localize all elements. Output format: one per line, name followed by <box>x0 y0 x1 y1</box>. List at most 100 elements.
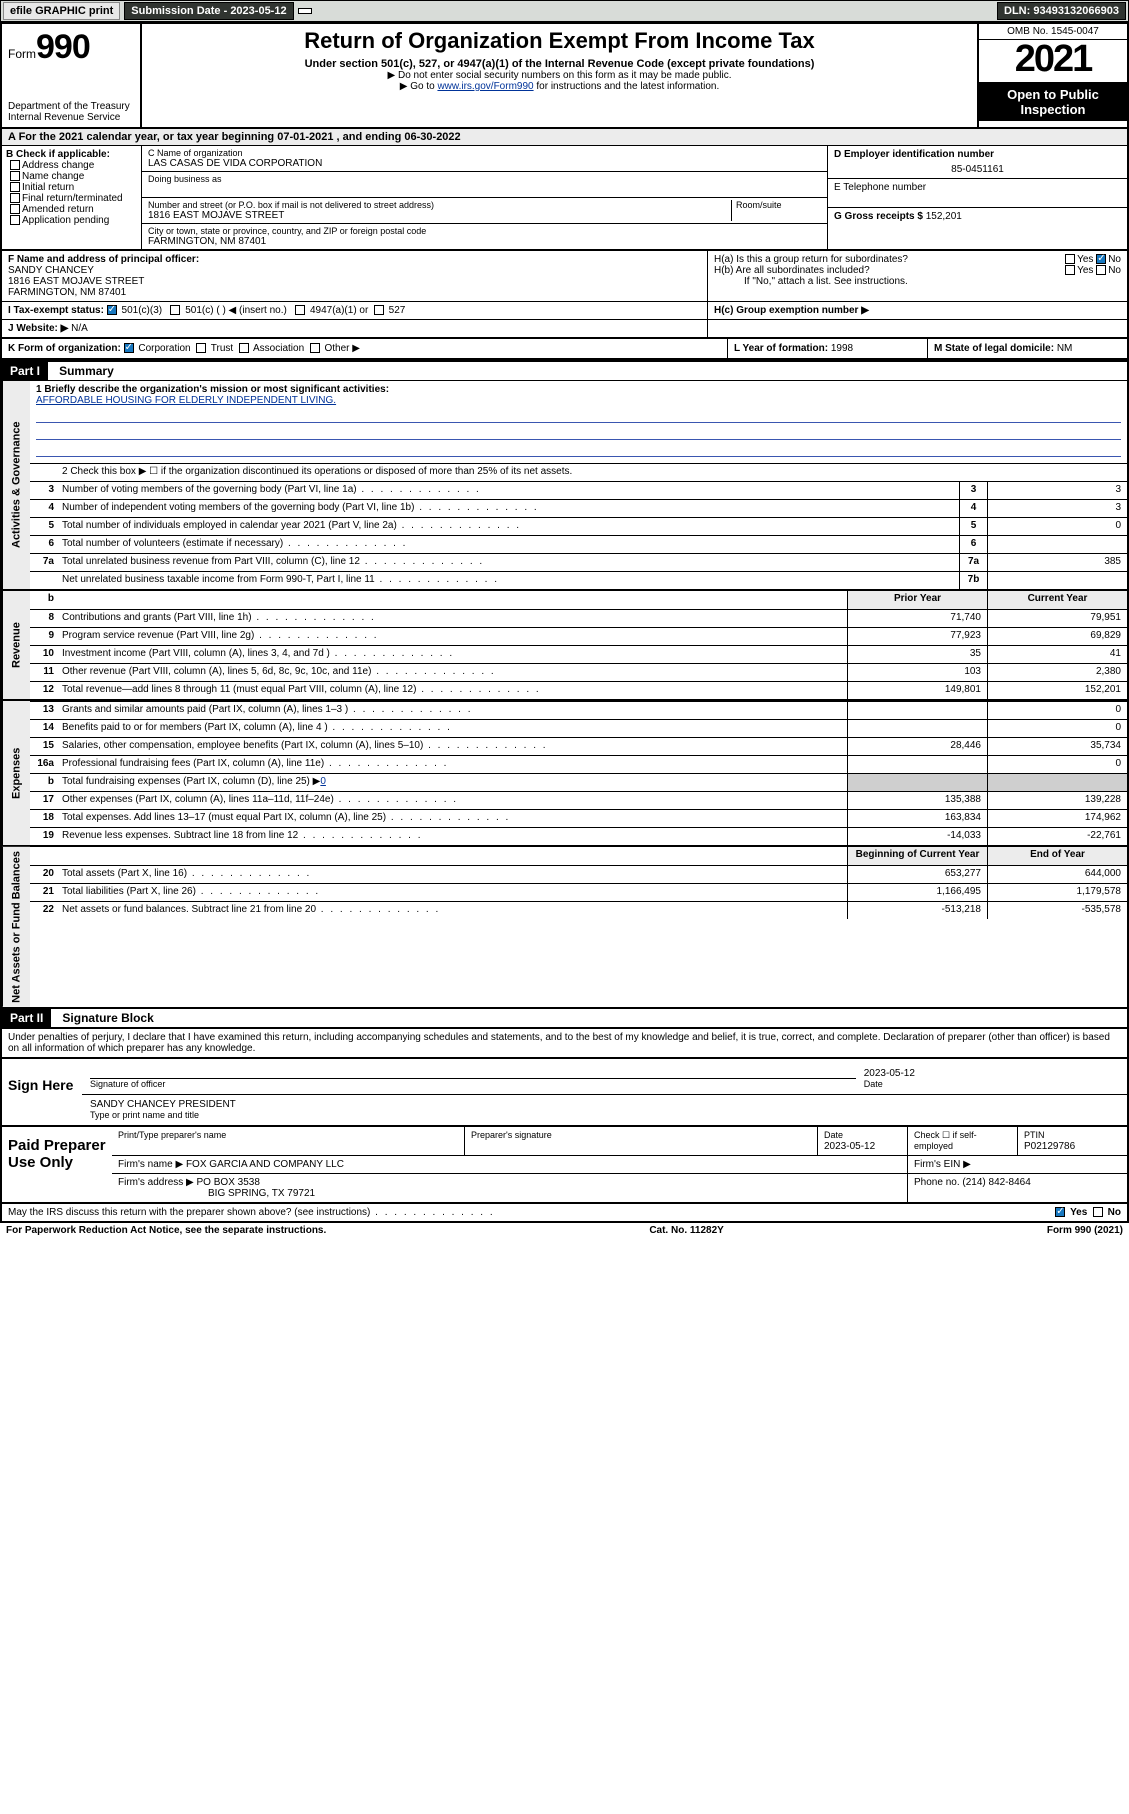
mission-block: 1 Briefly describe the organization's mi… <box>30 381 1127 463</box>
prior-value: 77,923 <box>847 628 987 645</box>
blank-field <box>298 8 312 14</box>
prior-value: 163,834 <box>847 810 987 827</box>
line-num: 7a <box>30 554 58 571</box>
prior-value <box>847 702 987 719</box>
ha-no[interactable] <box>1096 254 1106 264</box>
hb-no[interactable] <box>1096 265 1106 275</box>
irs-link[interactable]: www.irs.gov/Form990 <box>437 81 533 92</box>
form-title: Return of Organization Exempt From Incom… <box>148 28 971 54</box>
hb-yes[interactable] <box>1065 265 1075 275</box>
current-value: 35,734 <box>987 738 1127 755</box>
line-desc: Total expenses. Add lines 13–17 (must eq… <box>58 810 847 827</box>
line-desc: Revenue less expenses. Subtract line 18 … <box>58 828 847 845</box>
org-city: FARMINGTON, NM 87401 <box>148 236 821 247</box>
data-line: 14Benefits paid to or for members (Part … <box>30 719 1127 737</box>
i-lbl: I Tax-exempt status: <box>8 305 104 316</box>
chk-amended[interactable]: Amended return <box>6 204 137 215</box>
h-note: If "No," attach a list. See instructions… <box>714 276 1121 287</box>
website-val: N/A <box>71 323 88 334</box>
data-line: 12Total revenue—add lines 8 through 11 (… <box>30 681 1127 699</box>
section-revenue: Revenue b Prior Year Current Year 8Contr… <box>2 591 1127 701</box>
discuss-no[interactable] <box>1093 1207 1103 1217</box>
dba-lbl: Doing business as <box>148 174 821 184</box>
page-footer: For Paperwork Reduction Act Notice, see … <box>0 1223 1129 1238</box>
chk-app-pending[interactable]: Application pending <box>6 215 137 226</box>
gov-line: 6Total number of volunteers (estimate if… <box>30 535 1127 553</box>
chk-initial-return[interactable]: Initial return <box>6 182 137 193</box>
line-num: 13 <box>30 702 58 719</box>
chk-name-change[interactable]: Name change <box>6 171 137 182</box>
sign-here-label: Sign Here <box>2 1059 82 1125</box>
i-501c[interactable] <box>170 305 180 315</box>
k-corp[interactable] <box>124 343 134 353</box>
header-mid: Return of Organization Exempt From Incom… <box>142 24 977 127</box>
i-4947[interactable] <box>295 305 305 315</box>
line-num: 8 <box>30 610 58 627</box>
room-lbl: Room/suite <box>736 200 821 210</box>
line-num: 9 <box>30 628 58 645</box>
prior-value: -14,033 <box>847 828 987 845</box>
line-num: 16a <box>30 756 58 773</box>
line-num: 14 <box>30 720 58 737</box>
c-name-lbl: C Name of organization <box>148 148 821 158</box>
firm-addr2: BIG SPRING, TX 79721 <box>118 1188 315 1199</box>
line-value: 3 <box>987 482 1127 499</box>
gov-line: 7aTotal unrelated business revenue from … <box>30 553 1127 571</box>
line-desc: Net assets or fund balances. Subtract li… <box>58 902 847 919</box>
gov-line: Net unrelated business taxable income fr… <box>30 571 1127 589</box>
l-lbl: L Year of formation: <box>734 343 828 354</box>
data-line: 21Total liabilities (Part X, line 26)1,1… <box>30 883 1127 901</box>
discuss-yes[interactable] <box>1055 1207 1065 1217</box>
current-value: 41 <box>987 646 1127 663</box>
discuss-question: May the IRS discuss this return with the… <box>8 1207 1055 1218</box>
i-501c3[interactable] <box>107 305 117 315</box>
gov-line: 3Number of voting members of the governi… <box>30 481 1127 499</box>
line-num: 22 <box>30 902 58 919</box>
perjury-declaration: Under penalties of perjury, I declare th… <box>2 1028 1127 1057</box>
ein-value: 85-0451161 <box>834 160 1121 175</box>
firm-addr-lbl: Firm's address ▶ <box>118 1177 194 1188</box>
k-other[interactable] <box>310 343 320 353</box>
line-desc: Program service revenue (Part VIII, line… <box>58 628 847 645</box>
vlabel-governance: Activities & Governance <box>2 381 30 589</box>
efile-graphic-btn[interactable]: efile GRAPHIC print <box>3 2 120 20</box>
line-num: 19 <box>30 828 58 845</box>
line-desc: Net unrelated business taxable income fr… <box>58 572 959 589</box>
col-c: C Name of organization LAS CASAS DE VIDA… <box>142 146 827 249</box>
b-label: B Check if applicable: <box>6 149 137 160</box>
k-trust[interactable] <box>196 343 206 353</box>
prior-value: 35 <box>847 646 987 663</box>
line-num: 20 <box>30 866 58 883</box>
i-527[interactable] <box>374 305 384 315</box>
line-num: 18 <box>30 810 58 827</box>
sig-officer-lbl: Signature of officer <box>90 1079 165 1089</box>
hdr-prior: Prior Year <box>847 591 987 609</box>
line-value <box>987 572 1127 589</box>
submission-date-btn[interactable]: Submission Date - 2023-05-12 <box>124 2 293 20</box>
ha-yes[interactable] <box>1065 254 1075 264</box>
line-value: 385 <box>987 554 1127 571</box>
hc-lbl: H(c) Group exemption number ▶ <box>714 305 869 316</box>
line-num: 10 <box>30 646 58 663</box>
line-box: 5 <box>959 518 987 535</box>
line16b-num: b <box>30 774 58 791</box>
chk-final-return[interactable]: Final return/terminated <box>6 193 137 204</box>
date-lbl: Date <box>864 1079 883 1089</box>
row-j: J Website: ▶ N/A <box>2 320 1127 339</box>
form-number: 990 <box>36 28 90 66</box>
ha-lbl: H(a) Is this a group return for subordin… <box>714 254 908 265</box>
officer-signature-line[interactable] <box>90 1063 856 1079</box>
k-assoc[interactable] <box>239 343 249 353</box>
line-box: 3 <box>959 482 987 499</box>
chk-address-change[interactable]: Address change <box>6 160 137 171</box>
dln-label: DLN: 93493132066903 <box>997 2 1126 20</box>
org-address: 1816 EAST MOJAVE STREET <box>148 210 731 221</box>
prior-value <box>847 756 987 773</box>
line-box: 7a <box>959 554 987 571</box>
period-text-a: A For the 2021 calendar year, or tax yea… <box>8 131 277 143</box>
line-box: 4 <box>959 500 987 517</box>
officer-addr1: 1816 EAST MOJAVE STREET <box>8 276 144 287</box>
addr-lbl: Number and street (or P.O. box if mail i… <box>148 200 731 210</box>
firm-name-lbl: Firm's name ▶ <box>118 1159 183 1170</box>
subtitle-2: ▶ Do not enter social security numbers o… <box>148 70 971 81</box>
